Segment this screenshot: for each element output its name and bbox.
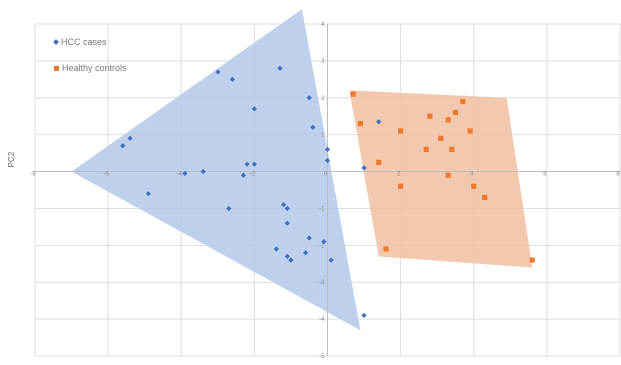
square-marker-icon <box>54 65 59 71</box>
hcc-data-point <box>306 235 312 241</box>
healthy-data-point <box>376 159 382 165</box>
y-tick-label: 3 <box>321 59 325 65</box>
hcc-data-point <box>273 246 279 252</box>
hcc-data-point <box>328 257 334 263</box>
hcc-data-point <box>284 205 290 212</box>
y-tick-label: 4 <box>321 22 325 28</box>
legend-label: Healthy controls <box>62 63 127 73</box>
x-tick-label: -8 <box>30 172 36 178</box>
hcc-data-point <box>229 76 236 82</box>
hcc-data-point <box>281 202 287 208</box>
hcc-data-point <box>306 95 312 101</box>
hcc-data-point <box>302 250 309 256</box>
group-hull <box>71 9 361 331</box>
x-tick-label: 4 <box>470 172 474 178</box>
group-hulls <box>71 9 533 331</box>
hcc-data-point <box>310 124 316 130</box>
hcc-data-point <box>240 172 247 178</box>
healthy-data-point <box>452 109 459 116</box>
hcc-data-point <box>361 312 367 319</box>
healthy-data-point <box>383 246 389 252</box>
diamond-marker-icon <box>53 39 59 45</box>
healthy-data-point <box>423 146 429 153</box>
healthy-data-point <box>529 257 535 263</box>
legend-label: HCC cases <box>61 37 107 47</box>
x-tick-label: 6 <box>543 172 547 178</box>
hcc-data-point <box>284 220 290 226</box>
healthy-data-point <box>398 183 404 189</box>
hcc-data-point <box>324 146 331 153</box>
hcc-data-point <box>251 161 257 167</box>
group-hull <box>349 90 533 268</box>
healthy-data-point <box>460 98 466 105</box>
hcc-data-point <box>361 165 367 171</box>
hcc-data-point <box>182 170 188 176</box>
hcc-data-point <box>244 161 250 167</box>
x-tick-label: 2 <box>397 172 401 178</box>
hcc-data-point <box>251 106 257 112</box>
hcc-data-point <box>324 157 331 164</box>
x-tick-label: -4 <box>177 172 183 178</box>
y-tick-label: -3 <box>319 280 325 286</box>
legend-item-hcc: HCC cases <box>53 35 127 49</box>
legend-item-healthy: Healthy controls <box>54 61 127 75</box>
healthy-data-point <box>449 146 455 153</box>
y-tick-label: -1 <box>319 206 325 212</box>
hcc-data-point <box>288 257 294 263</box>
y-tick-label: 1 <box>321 133 325 139</box>
hcc-data-point <box>120 143 126 149</box>
hcc-data-point <box>226 205 232 212</box>
x-tick-label: -2 <box>250 172 256 178</box>
axes <box>35 24 620 356</box>
y-tick-label: -5 <box>319 354 325 360</box>
x-tick-label: 8 <box>616 172 620 178</box>
hcc-data-point <box>376 119 382 125</box>
hcc-data-point <box>277 65 283 71</box>
legend: HCC cases Healthy controls <box>53 35 127 87</box>
healthy-data-point <box>438 135 444 141</box>
tick-labels: -8 -6 -4 -2 0 2 4 6 8 4 3 2 1 -1 -2 -3 -4 -5 <box>30 22 620 360</box>
healthy-data-point <box>398 128 404 134</box>
x-tick-label: 0 <box>324 172 328 178</box>
healthy-data-point <box>427 113 433 119</box>
hcc-data-point <box>215 69 221 75</box>
healthy-data-point <box>471 183 477 189</box>
healthy-data-point <box>445 117 451 123</box>
y-axis-label: PC2 <box>7 151 16 167</box>
hcc-data-point <box>127 135 133 141</box>
hcc-data-point <box>284 253 290 259</box>
healthy-data-point <box>467 128 473 134</box>
y-tick-label: -4 <box>319 317 325 323</box>
x-tick-label: -6 <box>103 172 109 178</box>
healthy-data-point <box>357 121 364 127</box>
healthy-data-point <box>445 172 451 178</box>
healthy-data-point <box>350 91 356 97</box>
healthy-data-point <box>482 194 488 200</box>
hcc-data-point <box>200 168 206 175</box>
hcc-data-point <box>321 239 327 245</box>
y-tick-label: 2 <box>321 96 325 102</box>
hcc-data-point <box>145 191 151 197</box>
y-tick-label: -2 <box>319 243 325 249</box>
data-points <box>120 65 535 319</box>
